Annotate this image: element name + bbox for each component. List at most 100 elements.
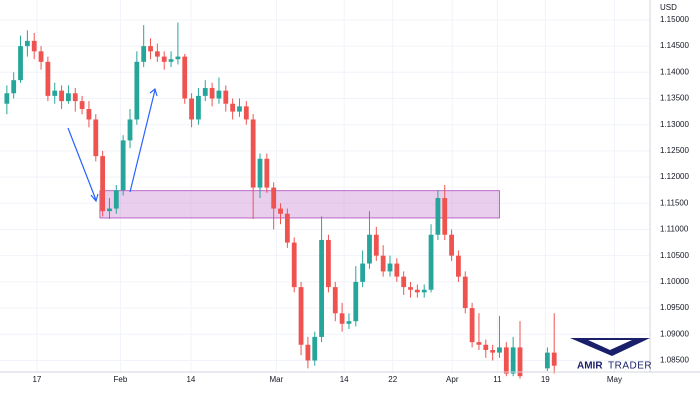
candle-body — [161, 56, 167, 62]
candle-body — [278, 208, 283, 214]
x-tick-label: Mar — [270, 375, 284, 384]
candle-body — [284, 213, 290, 243]
candle-body — [449, 234, 454, 256]
candle-body — [134, 61, 140, 120]
arrow-down — [67, 127, 99, 203]
candle-body — [45, 61, 51, 96]
candle-body — [4, 93, 10, 104]
candle-body — [517, 347, 523, 377]
x-tick-label: 14 — [186, 375, 195, 384]
candle-body — [428, 234, 434, 290]
candle-body — [175, 56, 181, 60]
candle-body — [483, 344, 489, 350]
candle-body — [490, 349, 496, 353]
candle-body — [18, 46, 23, 81]
x-tick-label: 22 — [388, 375, 397, 384]
candle-body — [38, 51, 44, 62]
logo-word: TRADER — [608, 361, 652, 372]
candle-body — [107, 208, 112, 212]
y-tick-label: 1.09000 — [660, 329, 689, 338]
logo-word: AMIR — [577, 361, 603, 372]
candle-body — [93, 119, 99, 157]
candle-body — [264, 158, 270, 188]
candle-body — [476, 342, 482, 345]
candle-body — [291, 242, 297, 288]
candle-body — [373, 234, 379, 256]
candle-body — [462, 276, 468, 309]
candle-body — [237, 106, 242, 112]
x-tick-label: 17 — [32, 375, 41, 384]
candle-body — [435, 198, 441, 235]
candle-body — [11, 80, 17, 94]
logo: AMIR TRADER — [570, 338, 652, 372]
candle-body — [154, 51, 160, 57]
candle-body — [52, 90, 58, 96]
axes: 1.08500 1.09000 1.09500 1.10000 1.10500 1.110… — [32, 15, 689, 384]
candle-body — [421, 289, 427, 293]
candle-body — [367, 234, 372, 264]
arrows — [67, 87, 158, 203]
candle-body — [305, 344, 311, 361]
candle-body — [31, 40, 37, 52]
candle-body — [59, 90, 64, 102]
candle-body — [79, 101, 85, 109]
candle-body — [394, 263, 400, 277]
candles — [4, 22, 557, 379]
candle-body — [250, 119, 256, 188]
x-tick-label: 11 — [493, 375, 502, 384]
candle-body — [100, 156, 106, 212]
axis-label: USD — [660, 3, 677, 12]
candle-body — [168, 59, 174, 62]
candle-body — [72, 93, 78, 102]
candle-body — [209, 88, 215, 99]
candle-body — [442, 198, 448, 235]
candle-body — [319, 239, 324, 337]
candle-body — [66, 93, 71, 102]
y-tick-label: 1.12000 — [660, 172, 689, 181]
logo-mark-inner — [588, 340, 632, 350]
candle-body — [551, 352, 557, 366]
candle-body — [243, 106, 249, 120]
x-tick-label: May — [607, 375, 622, 384]
y-tick-label: 1.09500 — [660, 303, 689, 312]
candle-body — [257, 158, 263, 188]
grid — [0, 0, 650, 372]
candle-body — [120, 140, 126, 191]
zone — [99, 190, 500, 219]
candle-body — [271, 187, 277, 209]
x-tick-label: Feb — [114, 375, 128, 384]
candle-body — [24, 40, 30, 47]
x-tick-label: Apr — [446, 375, 459, 384]
candle-body — [414, 289, 420, 293]
candle-body — [353, 281, 359, 322]
y-tick-label: 1.11500 — [660, 198, 689, 207]
candle-body — [510, 347, 516, 374]
arrow-up — [129, 87, 158, 193]
y-tick-label: 1.10500 — [660, 251, 689, 260]
candle-body — [230, 103, 236, 112]
candle-body — [127, 119, 133, 141]
candle-body — [223, 90, 229, 104]
candle-body — [346, 321, 352, 324]
y-tick-label: 1.14000 — [660, 67, 689, 76]
candle-body — [189, 98, 194, 120]
y-tick-label: 1.10000 — [660, 277, 689, 286]
candle-body — [332, 287, 338, 314]
candle-body — [360, 263, 366, 282]
candle-body — [196, 95, 201, 120]
candle-body — [182, 56, 188, 99]
candle-body — [401, 276, 407, 288]
y-tick-label: 1.11000 — [660, 225, 689, 234]
candle-body — [326, 239, 331, 288]
candle-body — [456, 255, 461, 277]
candle-body — [408, 287, 413, 290]
y-tick-label: 1.13000 — [660, 120, 689, 129]
zone-layer — [99, 190, 500, 219]
candle-body — [503, 347, 509, 374]
candle-body — [469, 308, 475, 343]
candle-body — [339, 313, 345, 324]
x-tick-label: 19 — [541, 375, 550, 384]
candle-body — [86, 108, 92, 120]
y-tick-label: 1.12500 — [660, 146, 689, 155]
